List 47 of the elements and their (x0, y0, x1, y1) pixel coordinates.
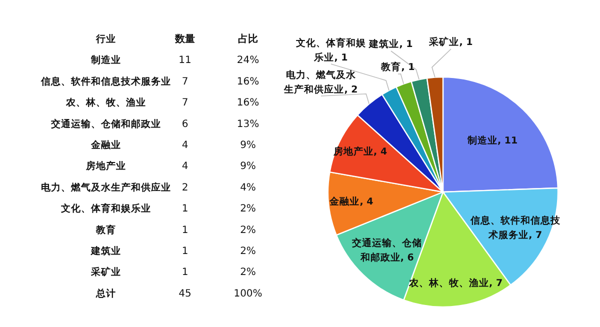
text: 11 (178, 55, 192, 66)
text: 2% (240, 267, 256, 278)
text: 2 (182, 182, 188, 194)
text: 1 (182, 224, 188, 236)
text: 9% (240, 140, 256, 151)
text: 占比 (238, 33, 258, 45)
text: 1 (182, 267, 188, 278)
text: 6 (182, 118, 188, 130)
text: 信息、软件和信息技术服务业 (40, 75, 171, 88)
text: 建筑业 (90, 245, 121, 257)
text: 文化、体育和娱乐业 (60, 202, 151, 215)
data-label: 文化、体育和娱乐业, 1 (295, 37, 367, 64)
text: 1 (182, 204, 188, 215)
text: 总计 (95, 287, 116, 300)
text: 16% (236, 76, 260, 88)
data-label: 电力、燃气及水生产和供应业, 2 (283, 69, 358, 96)
text: 1 (182, 246, 188, 257)
text: 4 (182, 161, 188, 172)
data-label: 建筑业, 1 (368, 38, 413, 50)
text: 16% (236, 98, 260, 109)
text: 2% (240, 246, 256, 257)
data-label: 金融业, 4 (328, 196, 374, 208)
text: 教育 (95, 224, 116, 236)
text: 7 (182, 76, 188, 88)
text: 制造业 (90, 54, 121, 66)
text: 4% (240, 182, 256, 194)
text: 9% (240, 161, 256, 172)
text: 2% (240, 204, 256, 215)
text: 7 (182, 98, 188, 109)
text: 45 (178, 288, 192, 300)
text: 金融业 (90, 139, 121, 151)
data-label: 交通运输、仓储和邮政业, 6 (351, 236, 422, 264)
text: 行业 (95, 33, 116, 45)
text: 数量 (174, 33, 195, 45)
text: 100% (234, 288, 262, 300)
data-label: 教育, 1 (380, 61, 415, 73)
text: 电力、燃气及水生产和供应业 (41, 181, 171, 194)
text: 4 (182, 140, 188, 151)
text: 24% (236, 55, 260, 66)
text: 2% (240, 224, 256, 236)
text: 交通运输、仓储和邮政业 (50, 118, 161, 130)
data-label: 采矿业, 1 (428, 36, 473, 48)
text: 房地产业 (85, 160, 126, 172)
text: 13% (236, 118, 260, 130)
text: 农、林、牧、渔业 (65, 96, 146, 109)
data-label: 制造业, 11 (466, 134, 518, 147)
text: 采矿业 (90, 266, 121, 278)
